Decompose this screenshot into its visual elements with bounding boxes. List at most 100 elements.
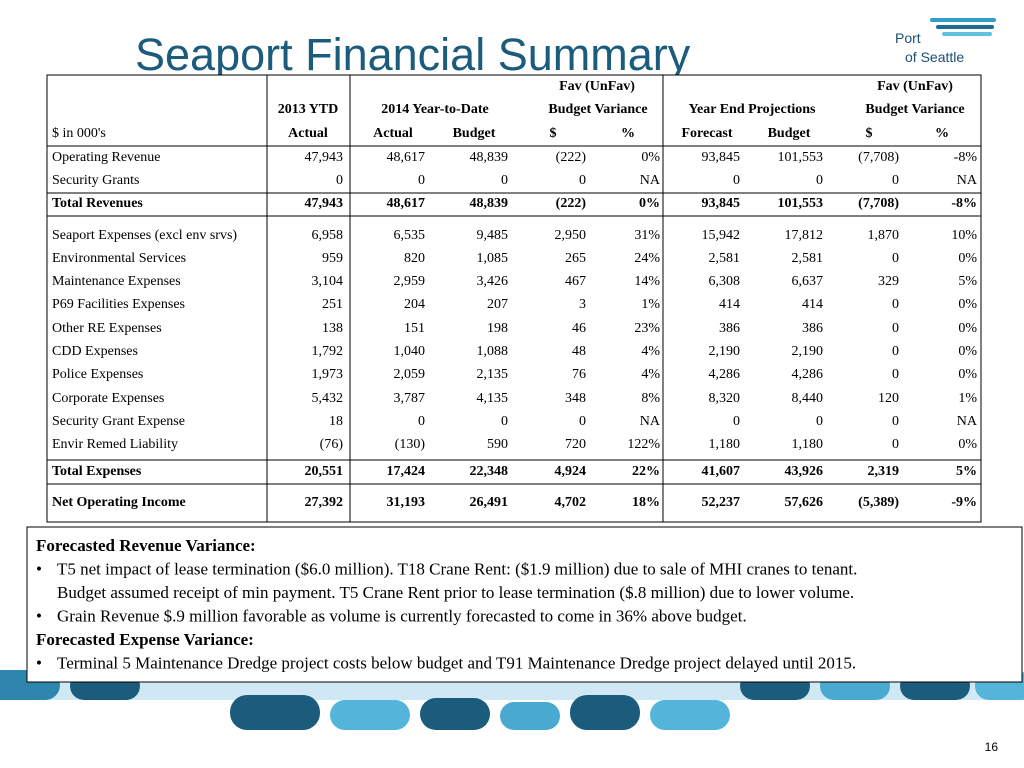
table-cell: 23% [634,321,660,336]
header-cell: $ [550,126,557,141]
table-cell: NA [640,173,661,188]
table-cell: 0 [892,173,899,188]
table-cell: 20,551 [305,464,344,479]
table-cell: 120 [878,391,899,406]
table-cell: 0% [958,344,977,359]
table-cell: 48,839 [470,150,509,165]
table-cell: 9,485 [477,228,509,243]
header-cell: 2013 YTD [278,102,339,117]
table-cell: 41,607 [702,464,741,479]
table-cell: 1% [958,391,977,406]
row-label: Security Grant Expense [52,414,185,429]
notes-heading: Forecasted Revenue Variance: [36,536,256,555]
table-cell: 4,286 [792,367,824,382]
table-cell: 0 [733,414,740,429]
table-cell: (7,708) [858,150,899,165]
table-cell: 207 [487,297,508,312]
table-cell: 1,870 [868,228,900,243]
table-cell: 2,581 [792,251,824,266]
table-cell: 17,424 [387,464,426,479]
table-cell: 204 [404,297,425,312]
table-cell: 0 [892,251,899,266]
table-cell: 0 [336,173,343,188]
table-cell: 18 [329,414,343,429]
table-cell: NA [640,414,661,429]
header-cell: Actual [373,126,413,141]
slide-title: Seaport Financial Summary [135,29,691,80]
table-cell: 1,973 [312,367,344,382]
table-cell: NA [957,414,978,429]
row-label: Maintenance Expenses [52,274,181,289]
table-cell: 0 [892,414,899,429]
table-cell: 48,617 [387,150,426,165]
row-label: Operating Revenue [52,150,160,165]
logo-port: Port [895,30,921,46]
table-cell: 251 [322,297,343,312]
header-cell: Forecast [681,126,732,141]
table-cell: 0 [418,414,425,429]
header-cell: Budget [768,126,811,141]
table-cell: 26,491 [470,495,509,510]
table-cell: 329 [878,274,899,289]
table-cell: 414 [802,297,823,312]
table-cell: 93,845 [702,196,741,211]
table-cell: 1,088 [477,344,509,359]
table-cell: 8,320 [709,391,741,406]
table-cell: 0 [733,173,740,188]
table-cell: 2,059 [394,367,426,382]
row-label: Other RE Expenses [52,321,162,336]
table-cell: 31% [634,228,660,243]
table-cell: 0% [639,196,660,211]
header-cell: $ in 000's [52,126,106,141]
table-cell: 3,104 [312,274,344,289]
row-label: Total Expenses [52,464,142,479]
table-cell: 8% [641,391,660,406]
table-cell: 0 [579,173,586,188]
table-cell: 590 [487,437,508,452]
table-cell: 48 [572,344,586,359]
table-cell: 22,348 [470,464,509,479]
table-cell: (7,708) [858,196,899,211]
table-cell: 3,787 [394,391,426,406]
table-cell: 151 [404,321,425,336]
page-number: 16 [985,740,999,754]
table-cell: 10% [951,228,977,243]
table-cell: 0 [418,173,425,188]
table-cell: 46 [572,321,586,336]
table-cell: (130) [395,437,426,452]
table-cell: (222) [556,196,587,211]
header-cell: Actual [288,126,328,141]
table-cell: 1,085 [477,251,509,266]
table-cell: 3,426 [477,274,509,289]
table-cell: 27,392 [305,495,344,510]
row-label: Corporate Expenses [52,391,164,406]
table-cell: 0 [579,414,586,429]
table-cell: 138 [322,321,343,336]
header-cell: Fav (UnFav) [559,79,635,94]
table-cell: 0% [958,437,977,452]
bullet-text: Terminal 5 Maintenance Dredge project co… [57,653,856,672]
bullet: • [36,559,42,578]
table-cell: 18% [632,495,660,510]
notes: Forecasted Revenue Variance: • T5 net impa… [36,536,857,673]
table-cell: -8% [951,196,977,211]
table-cell: 2,135 [477,367,509,382]
table-cell: 31,193 [387,495,426,510]
table-cell: 76 [572,367,586,382]
table-cell: 0 [892,297,899,312]
table-cell: 414 [719,297,740,312]
row-label: Envir Remed Liability [52,437,178,452]
table-cell: 1,040 [394,344,426,359]
table-cell: 2,959 [394,274,426,289]
table-cell: 6,637 [792,274,824,289]
table-cell: 5% [958,274,977,289]
table-cell: 101,553 [778,150,824,165]
table-cell: 93,845 [702,150,741,165]
table-cell: -8% [954,150,978,165]
row-label: CDD Expenses [52,344,138,359]
table-cell: 101,553 [778,196,824,211]
table-cell: 6,308 [709,274,741,289]
table-cell: 5% [956,464,977,479]
table-cell: 3 [579,297,586,312]
